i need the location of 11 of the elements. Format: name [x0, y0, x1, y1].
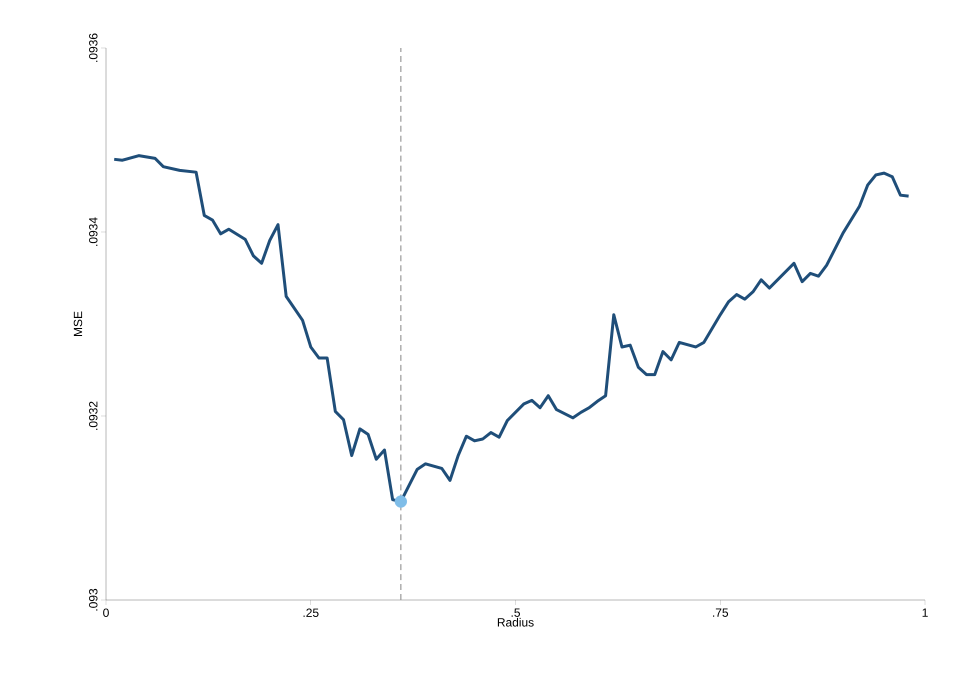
x-tick-label: .25 [304, 608, 319, 617]
y-axis-title: MSE [74, 312, 82, 336]
y-tick-label: .0936 [89, 34, 98, 62]
x-axis-title: Radius [498, 618, 534, 627]
x-tick-label: .75 [713, 608, 728, 617]
x-tick-label: 1 [922, 608, 928, 617]
y-tick-label: .0932 [89, 402, 98, 430]
y-tick-label: .0934 [89, 217, 98, 246]
x-tick-label: 0 [103, 608, 109, 617]
y-tick-label: .093 [89, 588, 98, 611]
x-tick-label: .5 [512, 608, 520, 617]
